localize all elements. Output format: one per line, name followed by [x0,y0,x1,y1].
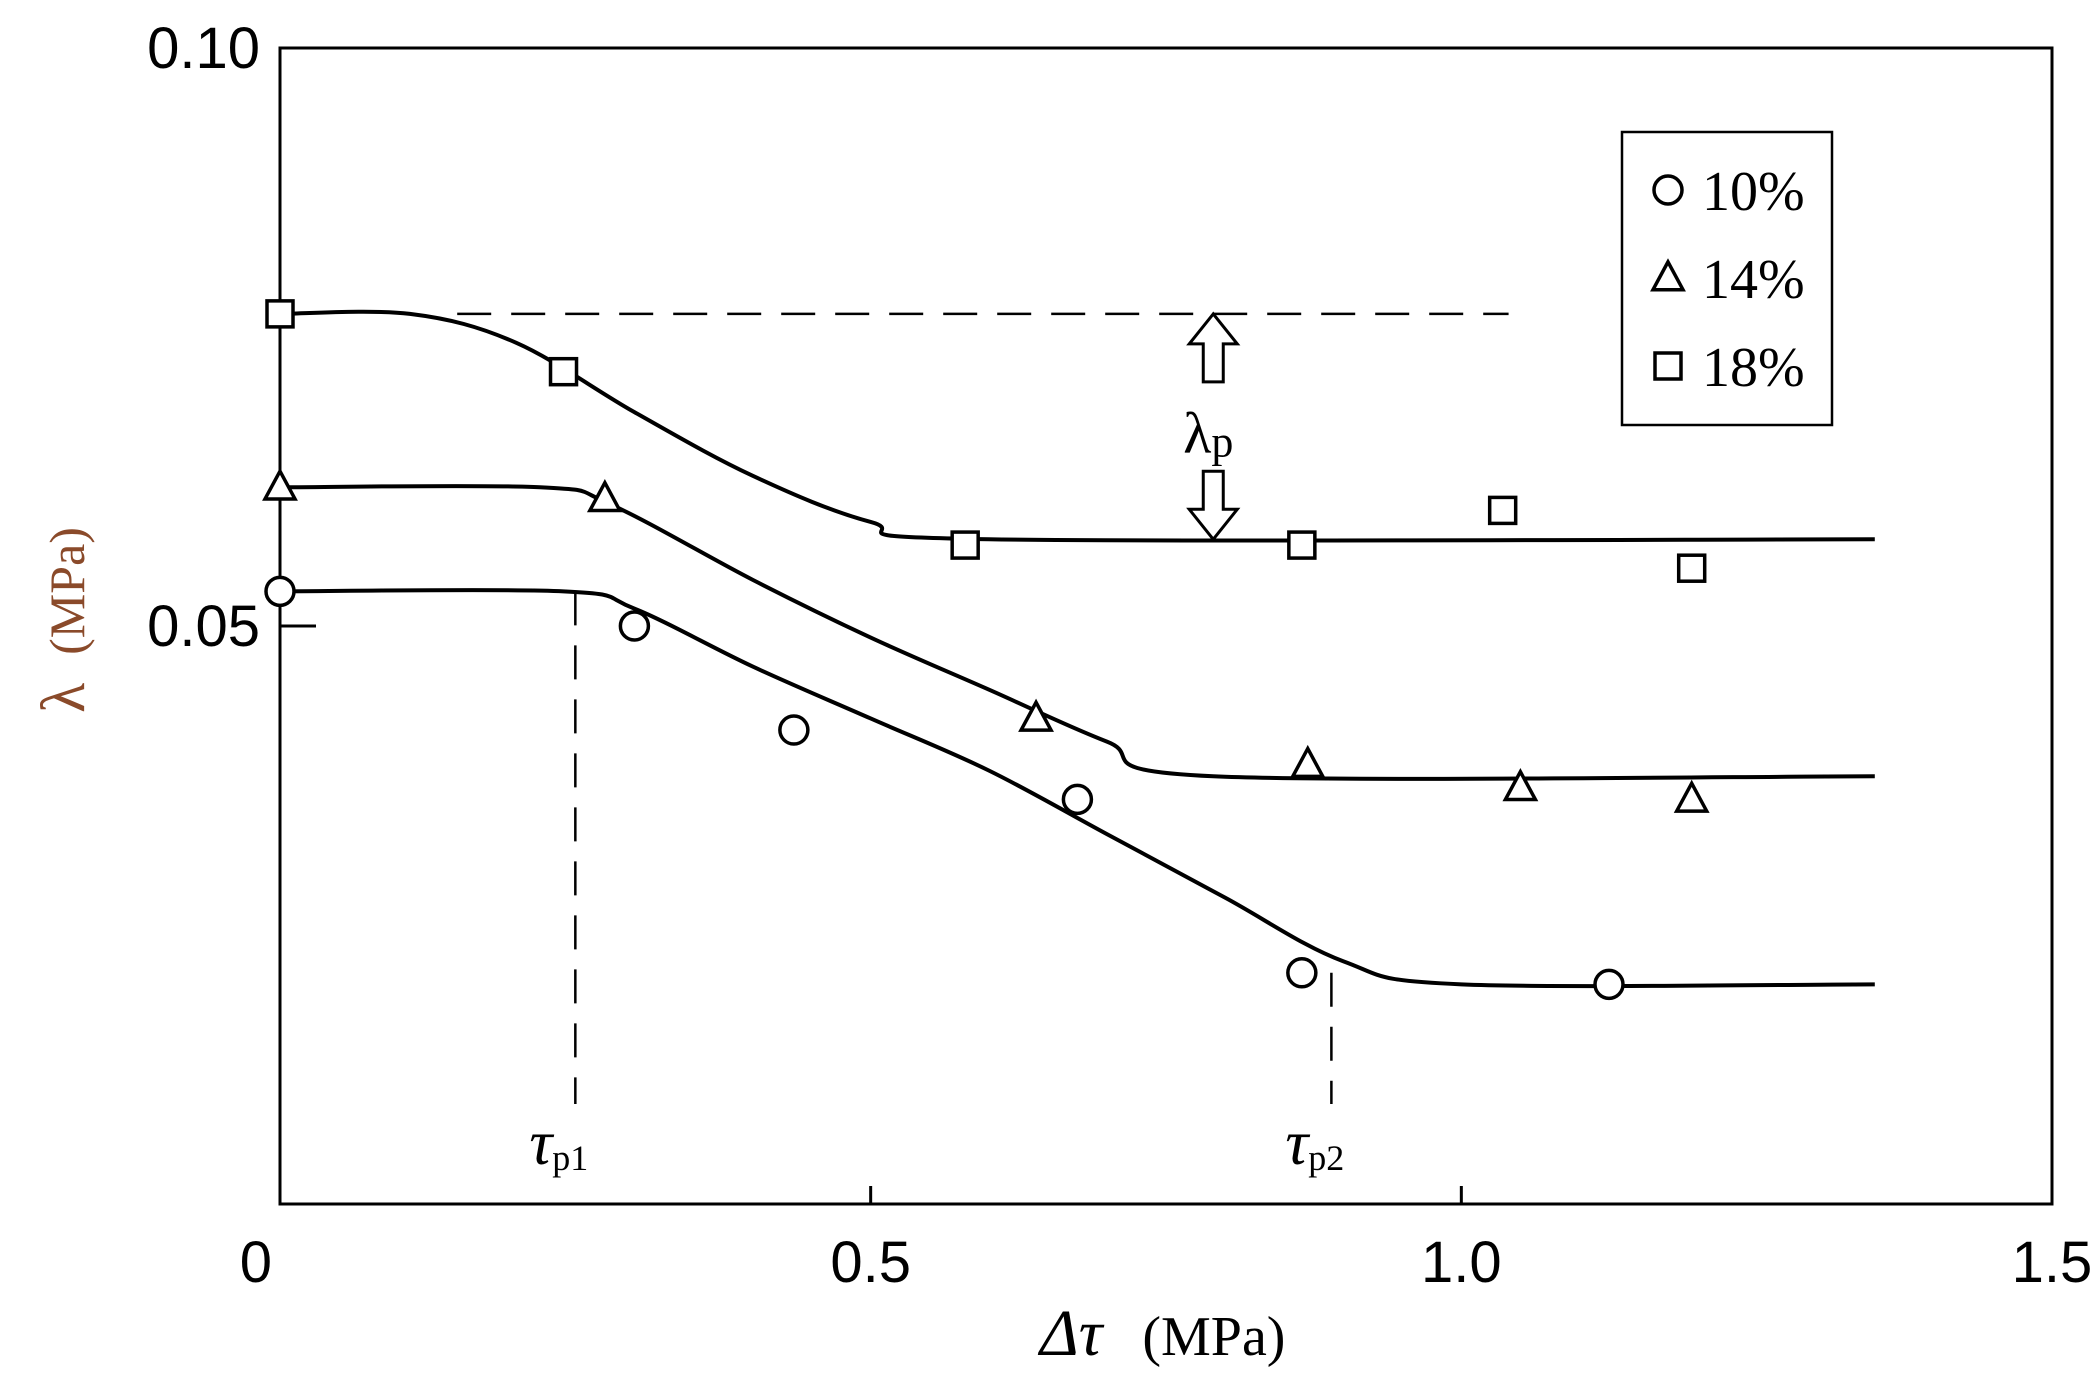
data-point-triangle [262,467,298,501]
y-tick-label: 0.10 [147,16,260,81]
data-point-triangle [586,479,623,513]
lambda-p-down-arrow-icon [1186,469,1241,542]
fit-curve-circle [279,588,1875,989]
data-point-triangle [1289,744,1326,779]
x-tick-label: 0 [240,1230,272,1295]
data-point-circle [1286,957,1318,989]
data-point-square [950,530,980,560]
legend-marker-triangle [1650,258,1686,292]
data-point-circle [264,575,296,608]
tau-p2-label: τp2 [1285,1107,1344,1178]
data-point-circle [1061,783,1094,816]
fit-curve-triangle [279,483,1875,781]
legend-label: 18% [1702,337,1805,399]
data-point-triangle [1673,779,1710,813]
lambda-p-up-arrow-icon [1186,311,1241,384]
x-tick-label: 1.0 [1421,1230,1502,1295]
data-point-square [1676,553,1707,583]
x-axis-label: Δτ (MPa) [1037,1297,1285,1370]
legend-marker-circle [1652,174,1684,206]
data-point-square [265,299,295,329]
legend-label: 14% [1702,249,1805,311]
data-point-square [1487,495,1518,526]
legend-marker-square [1653,351,1683,381]
data-point-circle [1593,968,1625,1001]
data-point-circle [778,714,810,746]
data-point-triangle [1018,698,1054,732]
data-point-square [548,356,579,387]
tau-p1-label: τp1 [529,1107,588,1178]
data-point-triangle [1502,768,1539,802]
data-point-circle [618,610,651,642]
lambda-p-label: λp [1183,401,1233,467]
legend-label: 10% [1702,161,1805,223]
x-tick-label: 0.5 [830,1230,911,1295]
x-tick-label: 1.5 [2012,1230,2093,1295]
data-point-square [1287,530,1317,560]
y-tick-label: 0.05 [147,594,260,659]
y-axis-label: λ(MPa) [30,527,98,713]
